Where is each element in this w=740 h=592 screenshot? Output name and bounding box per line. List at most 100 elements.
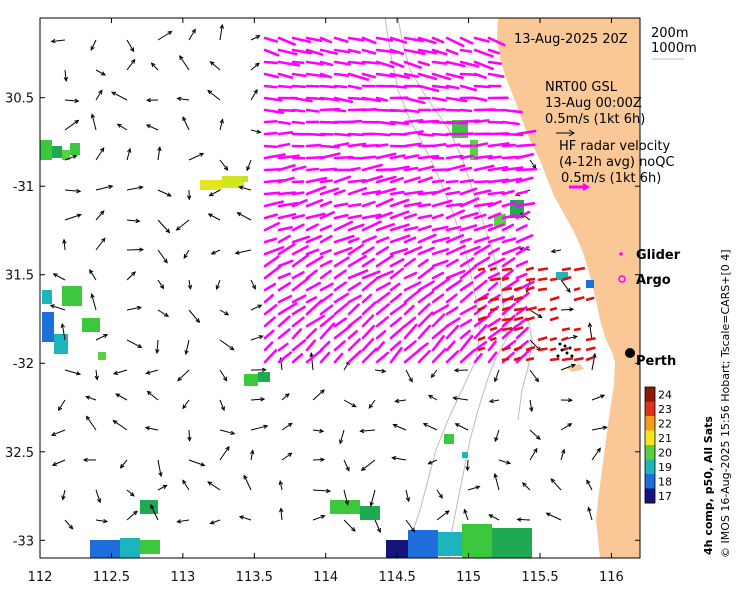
hf-vector [431,213,444,220]
hf-vector [277,48,298,56]
hf-vector [487,272,500,280]
hf-fast-vector [561,327,571,332]
hf-fast-vector [489,326,498,332]
hf-vector [277,302,298,316]
current-vector [395,399,407,402]
current-vector-head [454,423,460,428]
current-vector [560,449,565,461]
hf-vector [389,154,406,160]
current-vector [209,189,221,197]
current-vector [126,186,143,191]
hf-vector [361,163,383,172]
current-vector [126,148,131,161]
current-vector [453,397,469,401]
current-vector-head [144,426,150,431]
current-vector-head [139,247,145,252]
hf-vector [333,189,346,196]
hf-vector [445,324,460,340]
hf-fast-vector [585,296,595,302]
hf-vector [277,212,297,220]
current-vector [250,335,263,341]
current-vector [157,459,162,477]
hf-vector [347,254,367,268]
current-vector [64,69,67,81]
hf-vector [445,233,465,244]
hf-vector [277,351,293,364]
hf-vector [389,120,410,126]
nrt-legend-title: NRT00 GSL [545,80,618,95]
current-vector [211,249,221,255]
hf-vector [445,279,463,292]
hf-vector [431,60,448,65]
hf-vector [487,351,498,364]
current-vector-head [145,124,151,129]
hf-vector [473,324,488,340]
hf-vector [291,36,312,44]
hf-vector [501,108,523,114]
current-vector-head [136,305,142,311]
hf-vector [333,60,351,66]
hf-vector [473,223,494,232]
hf-vector [431,236,450,244]
current-vector [115,393,128,401]
perth-label: Perth [636,354,676,369]
current-vector [64,99,79,102]
hf-vector [473,96,488,102]
hf-vector [473,164,495,172]
current-vector [343,399,356,408]
hf-fast-vector [477,346,486,352]
current-vector-head [82,457,88,463]
hf-vector [459,108,473,113]
hf-fast-vector [525,345,536,352]
current-vector [250,398,265,401]
hf-vector [445,60,466,68]
hf-vector [501,237,517,244]
current-vector-head [600,394,606,399]
nrt-scale-arrow [556,129,575,137]
hf-vector [431,96,447,102]
current-vector [51,39,66,42]
hf-vector [417,132,435,137]
current-vector-head [108,184,114,190]
hf-vector [361,347,378,364]
hf-vector [277,72,294,79]
hf-fast-vector [489,266,497,272]
current-vector-head [570,363,577,368]
current-vector [188,29,196,41]
current-vector [219,399,225,411]
current-vector-head [49,304,55,309]
current-vector [339,429,345,444]
hf-vector [277,234,291,244]
hf-vector [361,175,384,184]
current-vector-head [164,312,170,317]
current-vector [188,429,191,441]
hf-vector [403,213,418,220]
hf-vector [263,200,284,208]
hf-radar-vectors [263,36,538,364]
current-vector-head [61,495,66,501]
hf-vector [291,48,313,55]
hf-vector [361,155,377,160]
glider-track [556,342,574,358]
hf-vector [431,142,447,148]
hf-vector [403,236,417,244]
hf-vector [375,291,391,304]
hf-vector [487,317,501,328]
hf-fast-vector [489,297,499,302]
hf-vector [459,318,473,328]
current-vector-head [177,376,182,382]
hf-vector [319,84,338,89]
current-vector [157,249,168,263]
current-vector-head [145,370,151,375]
current-vector-head [129,47,135,53]
current-vector-head [488,514,494,519]
current-vector-head [137,343,143,348]
hf-fast-vector [477,315,487,322]
hf-vector [305,72,328,78]
current-vector [150,504,159,521]
current-vector [343,489,349,505]
current-vector-head [339,439,344,445]
hf-vector [389,282,401,292]
hf-vector [361,143,380,148]
